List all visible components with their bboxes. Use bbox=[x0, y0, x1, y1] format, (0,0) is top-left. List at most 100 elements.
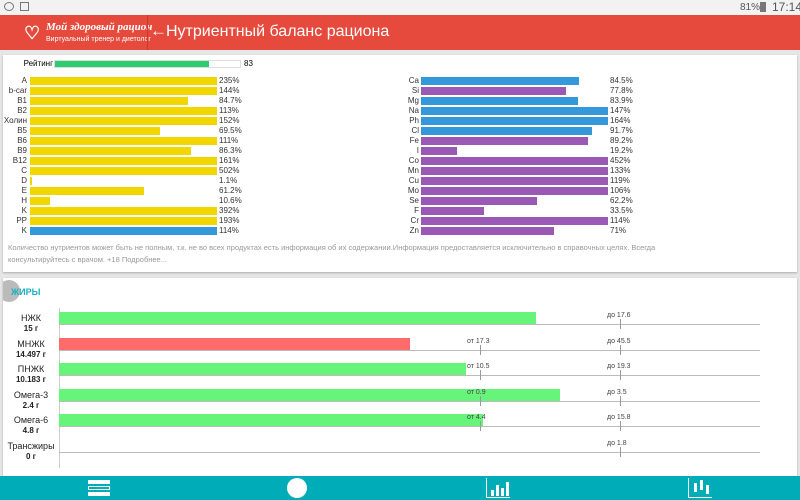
fat-max: до 15.8 bbox=[607, 414, 631, 421]
fat-label: НЖК 15 г bbox=[3, 313, 59, 334]
expand-handle[interactable] bbox=[3, 280, 20, 302]
candlestick-chart-icon[interactable] bbox=[688, 478, 712, 498]
nutrient-bar bbox=[30, 137, 217, 145]
bar-chart-icon[interactable] bbox=[486, 478, 510, 498]
nutrient-label: Cr bbox=[410, 216, 419, 225]
nutrient-row: b-car 144% bbox=[3, 86, 793, 96]
nutrient-label: F bbox=[414, 206, 419, 215]
nutrient-label: Na bbox=[408, 106, 419, 115]
nutrient-row: I 19.2% bbox=[3, 146, 793, 156]
fat-bar bbox=[59, 388, 561, 401]
nutrient-label: B2 bbox=[17, 106, 27, 115]
nutrient-label: Холин bbox=[3, 116, 27, 125]
nutrient-row: Mo 106% bbox=[3, 186, 793, 196]
nutrient-bar bbox=[421, 77, 579, 85]
fat-row: НЖК 15 г до 17.6 bbox=[3, 312, 797, 338]
fat-label: Омега-3 2.4 г bbox=[3, 390, 59, 411]
nutrient-label: Co bbox=[408, 156, 419, 165]
nutrient-bar bbox=[30, 157, 217, 165]
fats-axis bbox=[59, 308, 60, 468]
nutrient-bar bbox=[30, 97, 189, 105]
nutrient-row: Cu 119% bbox=[3, 176, 793, 186]
nutrient-value: 106% bbox=[610, 186, 631, 195]
page-title: Нутриентный баланс рациона bbox=[166, 23, 390, 40]
nutrient-row: PP 193% bbox=[3, 216, 793, 226]
fat-bar bbox=[59, 312, 536, 324]
nutrient-value: 193% bbox=[219, 216, 240, 225]
nutrient-value: 111% bbox=[219, 136, 239, 145]
nutrient-label: B6 bbox=[17, 136, 27, 145]
fat-amount: 0 г bbox=[25, 451, 36, 461]
nutrient-bar bbox=[421, 207, 484, 215]
nutrient-value: 77.8% bbox=[610, 86, 633, 95]
nutrient-label: Se bbox=[409, 196, 419, 205]
fat-max: до 45.5 bbox=[607, 337, 631, 345]
nutrient-value: 144% bbox=[219, 86, 240, 95]
rating-label: Рейтинг bbox=[23, 59, 53, 68]
nutrient-label: K bbox=[21, 226, 27, 235]
nutrient-value: 152% bbox=[219, 116, 240, 125]
fat-min: от 17.3 bbox=[467, 337, 490, 345]
nutrient-value: 89.2% bbox=[610, 136, 633, 145]
from-tick bbox=[480, 421, 481, 431]
nutrient-value: 119% bbox=[610, 176, 630, 185]
nutrient-value: 164% bbox=[610, 116, 631, 125]
nutrient-row: B12 161% bbox=[3, 156, 793, 166]
fat-name: НЖК bbox=[20, 313, 42, 323]
nutrient-label: B12 bbox=[12, 156, 27, 165]
nutrient-value: 235% bbox=[219, 76, 240, 85]
nutrient-value: 114% bbox=[610, 216, 630, 225]
back-arrow-icon[interactable]: ← bbox=[150, 21, 167, 40]
fat-label: Трансжиры 0 г bbox=[3, 441, 59, 462]
clock: 17:14 bbox=[772, 0, 800, 14]
nutrient-row: Fe 89.2% bbox=[3, 136, 793, 146]
nutrient-value: 86.3% bbox=[219, 146, 242, 155]
fat-name: Трансжиры bbox=[7, 440, 55, 451]
nutrient-value: 502% bbox=[219, 166, 240, 175]
fat-row: ПНЖК 10.183 г от 10.5 до 19.3 bbox=[3, 363, 797, 389]
rating-bar bbox=[55, 61, 209, 67]
fat-max: до 1.8 bbox=[607, 439, 627, 447]
nutrient-row: H 10.6% bbox=[3, 196, 793, 206]
nutrient-row: K 392% bbox=[3, 206, 793, 216]
nutrient-bar bbox=[30, 147, 192, 155]
disclaimer-text[interactable]: Количество нутриентов может быть не полн… bbox=[8, 243, 656, 264]
fat-amount: 14.497 г bbox=[15, 349, 47, 359]
fat-track bbox=[59, 451, 760, 453]
heart-logo-icon: ♡ bbox=[24, 23, 41, 43]
nutrient-bar bbox=[421, 127, 593, 135]
nutrient-label: K bbox=[21, 206, 27, 215]
nutrient-label: Ca bbox=[408, 76, 419, 85]
nutrient-row: Ca 84.5% bbox=[3, 76, 793, 86]
nutrient-list-icon[interactable] bbox=[88, 478, 112, 498]
nutrient-label: PP bbox=[16, 216, 27, 225]
fat-min: от 10.5 bbox=[467, 363, 490, 370]
nutrient-bar bbox=[30, 87, 217, 95]
nutrient-bar bbox=[30, 217, 217, 225]
nutrient-row: B9 86.3% bbox=[3, 146, 793, 156]
fat-bar bbox=[59, 363, 466, 375]
nutrient-value: 84.5% bbox=[610, 76, 633, 85]
nutrient-row: B1 84.7% bbox=[3, 96, 793, 106]
nutrient-value: 91.7% bbox=[610, 126, 633, 135]
nutrient-row: C 502% bbox=[3, 166, 793, 176]
nutrient-label: Fe bbox=[409, 136, 419, 145]
nutrient-value: 83.9% bbox=[610, 96, 633, 105]
logo-subtitle: Виртуальный тренер и диетолог bbox=[46, 36, 151, 43]
nutrient-row: B6 111% bbox=[3, 136, 793, 146]
nutrient-value: 84.7% bbox=[219, 96, 242, 105]
app-logo[interactable]: ♡ Мой здоровый рацион Виртуальный тренер… bbox=[24, 19, 152, 47]
nutrient-row: Cr 114% bbox=[3, 216, 793, 226]
fat-track bbox=[59, 400, 760, 402]
fat-row: МНЖК 14.497 г от 17.3 до 45.5 bbox=[3, 337, 797, 364]
nutrient-label: Mn bbox=[407, 166, 419, 175]
nutrient-label: Mo bbox=[407, 186, 419, 195]
nutrient-row: B5 69.5% bbox=[3, 126, 793, 136]
nutrient-row: Ph 164% bbox=[3, 116, 793, 126]
fat-track bbox=[59, 349, 760, 351]
nutrient-bar bbox=[421, 167, 608, 175]
pie-chart-icon[interactable] bbox=[287, 478, 311, 498]
nutrient-row: Mn 133% bbox=[3, 166, 793, 176]
nutrient-bar bbox=[30, 117, 217, 125]
nutrient-label: I bbox=[416, 146, 419, 155]
